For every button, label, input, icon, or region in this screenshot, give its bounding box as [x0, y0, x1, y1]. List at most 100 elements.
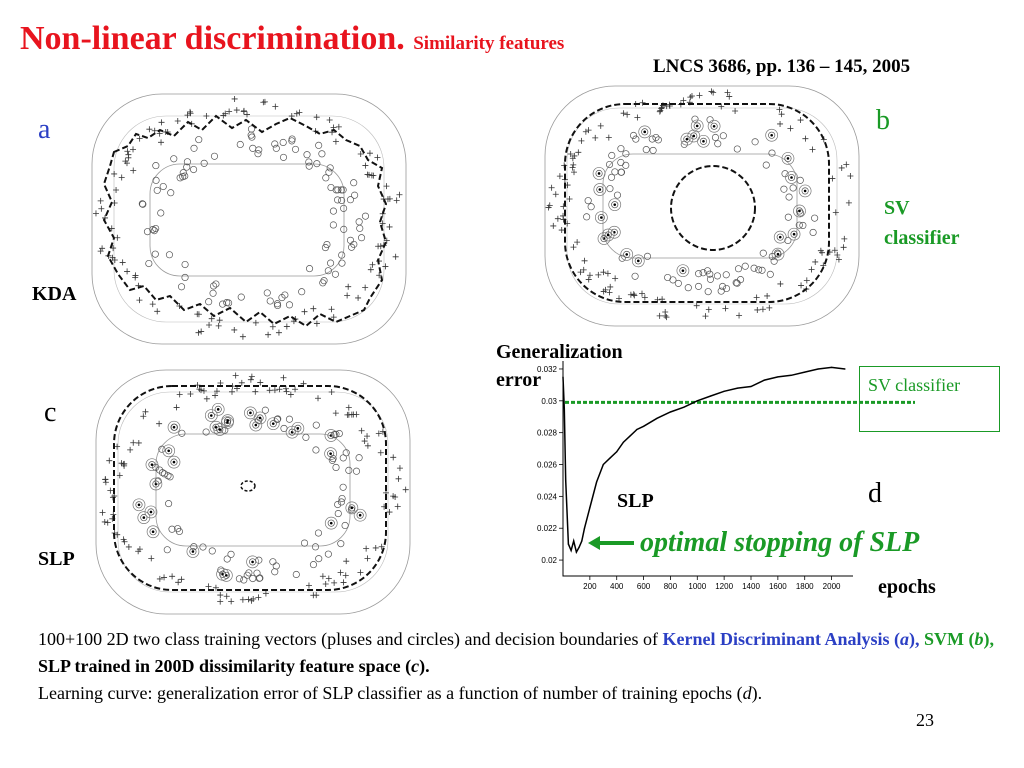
- plus-point: [146, 126, 153, 133]
- circle-point: [789, 184, 797, 192]
- plus-point: [722, 305, 729, 312]
- plus-point: [366, 150, 373, 157]
- support-vector-dot: [712, 124, 716, 128]
- support-vector-marker: [771, 247, 785, 261]
- plus-point: [205, 583, 212, 590]
- plus-point: [200, 387, 207, 394]
- plus-point: [778, 111, 785, 118]
- circle-point: [766, 270, 774, 278]
- circle-point: [622, 150, 630, 158]
- plus-point: [122, 158, 129, 165]
- circle-point: [248, 133, 256, 141]
- series-point-slp: [570, 549, 572, 552]
- plus-point: [600, 288, 607, 295]
- circle-point: [604, 231, 612, 239]
- circle-point: [320, 277, 328, 285]
- circle-point: [152, 162, 160, 170]
- plus-point: [107, 487, 114, 494]
- svm-outer-boundary: [564, 103, 830, 303]
- support-vector-marker: [781, 152, 795, 165]
- circle-point: [179, 173, 187, 181]
- caption: 100+100 2D two class training vectors (p…: [38, 629, 994, 703]
- plus-point: [99, 509, 106, 516]
- circle-point: [165, 251, 174, 259]
- plus-point: [239, 596, 246, 603]
- x-axis-label: epochs: [878, 576, 936, 598]
- plus-point: [384, 196, 391, 203]
- circle-point: [253, 569, 261, 577]
- plus-point: [340, 579, 347, 586]
- plus-point: [766, 304, 773, 311]
- circle-point: [138, 200, 146, 208]
- circle-point: [617, 145, 625, 153]
- circle-point: [183, 158, 191, 166]
- plus-point: [358, 427, 365, 434]
- plus-point: [776, 106, 783, 113]
- circle-point: [280, 424, 288, 432]
- plus-point: [269, 323, 276, 330]
- plus-point: [337, 569, 344, 576]
- support-vector-marker: [690, 119, 704, 133]
- plus-point: [753, 294, 760, 301]
- plus-point: [233, 107, 240, 114]
- circle-point: [305, 265, 314, 273]
- series-point-slp: [567, 543, 569, 545]
- circle-point: [168, 525, 176, 533]
- circle-point: [741, 262, 749, 270]
- plus-point: [305, 582, 312, 589]
- circle-point: [166, 473, 174, 481]
- circle-point: [611, 201, 619, 209]
- support-vector-dot: [606, 233, 610, 237]
- plus-point: [379, 220, 386, 227]
- circle-point: [159, 182, 167, 191]
- circle-point: [335, 430, 343, 438]
- plus-point: [726, 93, 733, 100]
- circle-point: [222, 571, 230, 579]
- support-vector-dot: [685, 137, 689, 141]
- plus-point: [106, 457, 113, 464]
- circle-point: [271, 140, 279, 148]
- plus-point: [322, 581, 329, 588]
- plus-point: [732, 107, 739, 114]
- plus-point: [228, 388, 235, 395]
- plus-point: [560, 203, 567, 210]
- support-vector-dot: [226, 421, 229, 424]
- y-tick-label: 0.032: [537, 365, 558, 374]
- panel-b-label: b: [876, 105, 890, 136]
- plus-point: [736, 312, 743, 319]
- plus-point: [355, 294, 362, 301]
- plus-point: [331, 579, 338, 586]
- circle-point: [272, 562, 280, 570]
- circle-point: [704, 288, 712, 296]
- circle-point: [151, 250, 159, 258]
- support-vector-marker: [345, 501, 359, 515]
- plus-point: [216, 317, 223, 324]
- plus-point: [257, 379, 264, 386]
- circle-point: [315, 555, 323, 563]
- circle-point: [722, 271, 730, 279]
- support-vector-marker: [707, 119, 721, 133]
- svm-inner-boundary: [670, 165, 756, 251]
- plus-point: [113, 187, 120, 194]
- plus-point: [315, 395, 322, 402]
- kda-boundary: [102, 114, 388, 328]
- circle-point: [711, 133, 720, 142]
- circle-point: [784, 213, 792, 221]
- circle-point: [227, 550, 235, 558]
- circle-point: [768, 131, 776, 139]
- plus-point: [124, 148, 131, 155]
- circle-point: [152, 463, 160, 471]
- plus-point: [102, 476, 109, 483]
- circle-point: [210, 282, 218, 290]
- support-vector-dot: [692, 134, 696, 138]
- circle-point: [303, 151, 311, 159]
- plus-point: [178, 576, 185, 583]
- circle-point: [641, 128, 649, 136]
- plus-point: [156, 130, 163, 137]
- x-tick-label: 1400: [742, 582, 760, 591]
- circle-point: [801, 187, 809, 195]
- circle-point: [135, 501, 143, 509]
- plus-point: [569, 164, 576, 171]
- circle-point: [796, 209, 805, 217]
- circle-point: [339, 483, 347, 491]
